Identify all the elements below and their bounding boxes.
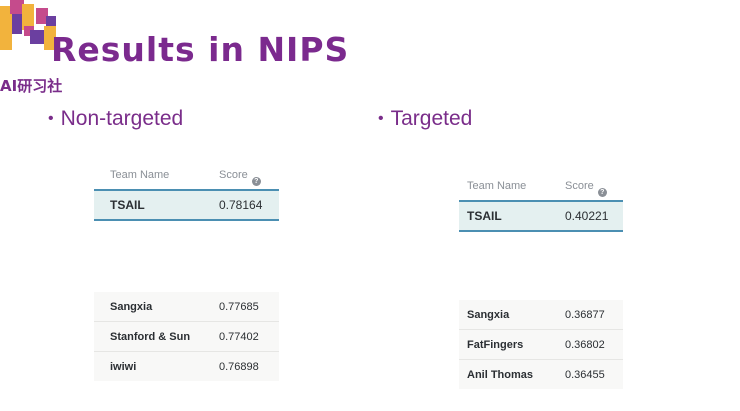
- team-name: TSAIL: [110, 198, 145, 212]
- leaderboard-targeted: Team Name Score? TSAIL 0.40221: [459, 172, 623, 232]
- table-header: Team Name Score?: [94, 161, 279, 189]
- column-header-team-name: Team Name: [110, 169, 170, 181]
- logo-text: AI研习社: [0, 77, 63, 95]
- team-score: 0.40221: [565, 209, 609, 223]
- table-row: Sangxia 0.77685: [94, 292, 279, 322]
- table-row-top: TSAIL 0.40221: [459, 200, 623, 232]
- help-icon: ?: [251, 177, 261, 186]
- team-score: 0.78164: [219, 198, 263, 212]
- slide-title: Results in NIPS: [51, 30, 350, 69]
- team-name: Anil Thomas: [467, 369, 534, 381]
- bullet-label: Non-targeted: [60, 107, 184, 130]
- column-header-team-name: Team Name: [467, 180, 527, 192]
- table-header: Team Name Score?: [459, 172, 623, 200]
- team-name: iwiwi: [110, 361, 137, 373]
- team-score: 0.77685: [219, 301, 259, 313]
- ai-yanxishe-logo: [0, 0, 62, 60]
- team-score: 0.76898: [219, 361, 259, 373]
- team-name: Stanford & Sun: [110, 331, 191, 343]
- team-score: 0.36802: [565, 339, 605, 351]
- leaderboard-non-targeted: Team Name Score? TSAIL 0.78164: [94, 161, 279, 221]
- table-row: Anil Thomas 0.36455: [459, 360, 623, 389]
- team-name: Sangxia: [110, 301, 153, 313]
- bullet-non-targeted: • Non-targeted: [48, 107, 184, 130]
- leaderboard-targeted-list: Sangxia 0.36877 FatFingers 0.36802 Anil …: [459, 300, 623, 389]
- leaderboard-non-targeted-list: Sangxia 0.77685 Stanford & Sun 0.77402 i…: [94, 292, 279, 381]
- table-row-top: TSAIL 0.78164: [94, 189, 279, 221]
- team-name: FatFingers: [467, 339, 524, 351]
- help-icon: ?: [597, 188, 607, 197]
- team-score: 0.77402: [219, 331, 259, 343]
- team-score: 0.36455: [565, 369, 605, 381]
- table-row: Stanford & Sun 0.77402: [94, 322, 279, 352]
- column-header-score: Score?: [219, 169, 261, 186]
- column-header-score: Score?: [565, 180, 607, 197]
- table-row: Sangxia 0.36877: [459, 300, 623, 330]
- table-row: FatFingers 0.36802: [459, 330, 623, 360]
- bullet-label: Targeted: [390, 107, 473, 130]
- table-row: iwiwi 0.76898: [94, 352, 279, 381]
- bullet-targeted: • Targeted: [378, 107, 473, 130]
- team-name: TSAIL: [467, 209, 502, 223]
- team-score: 0.36877: [565, 309, 605, 321]
- team-name: Sangxia: [467, 309, 510, 321]
